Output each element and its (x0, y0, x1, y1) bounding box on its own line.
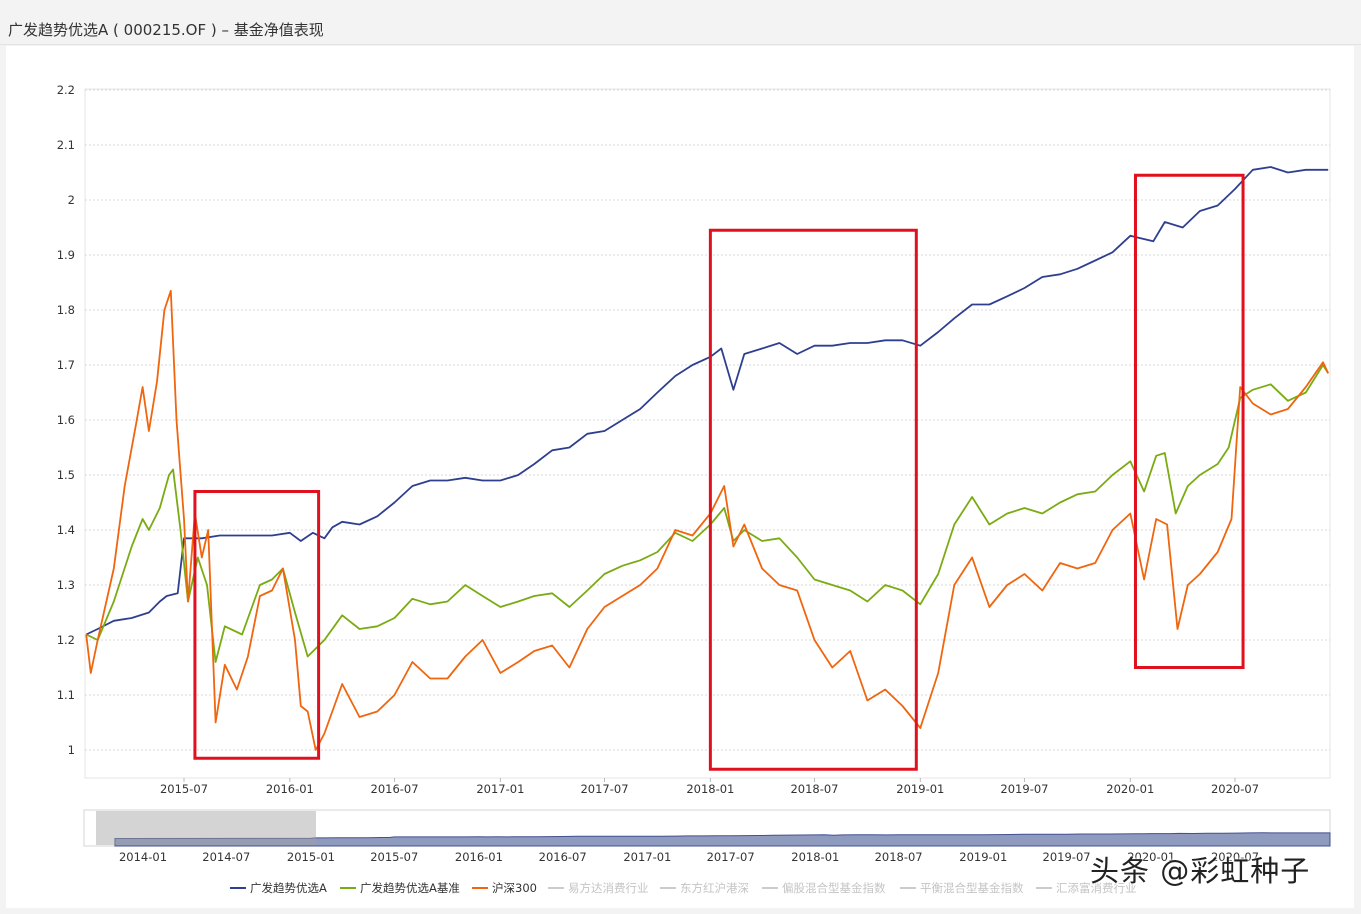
legend-item[interactable]: 平衡混合型基金指数 (900, 881, 1024, 895)
navigator-tick-label: 2014-07 (202, 850, 250, 864)
watermark: 头条 @彩虹种子 (1090, 854, 1311, 888)
legend-label: 偏股混合型基金指数 (782, 881, 886, 895)
highlight-boxes (193, 173, 1245, 771)
series-line-1 (85, 364, 1329, 663)
legend-item[interactable]: 偏股混合型基金指数 (762, 881, 886, 895)
y-tick-label: 1.8 (57, 303, 75, 317)
navigator-unselected-range[interactable] (96, 811, 317, 845)
plot-area (84, 88, 1331, 779)
series-line-0 (85, 166, 1329, 636)
x-tick-label: 2018-07 (790, 782, 838, 796)
grid-lines (84, 88, 1331, 782)
navigator-tick-label: 2017-07 (707, 850, 755, 864)
x-tick-label: 2015-07 (160, 782, 208, 796)
axis-labels: 2.2 2.1 2 1.9 1.8 1.7 1.6 1.5 1.4 1.3 1.2 1.1 1 2015-… (57, 83, 1259, 796)
highlight-box (708, 228, 918, 771)
legend-item[interactable]: 广发趋势优选A (230, 881, 327, 895)
legend-label: 沪深300 (492, 881, 537, 895)
legend-label: 易方达消费行业 (568, 881, 649, 895)
x-tick-label: 2019-07 (1000, 782, 1048, 796)
navigator-tick-label: 2017-01 (623, 850, 671, 864)
legend-label: 平衡混合型基金指数 (920, 881, 1024, 895)
x-tick-label: 2018-01 (686, 782, 734, 796)
y-tick-label: 1.4 (57, 523, 75, 537)
x-tick-label: 2020-01 (1106, 782, 1154, 796)
x-tick-label: 2016-07 (371, 782, 419, 796)
navigator-tick-label: 2015-01 (287, 850, 335, 864)
navigator-tick-label: 2014-01 (119, 850, 167, 864)
navigator-tick-label: 2020-01 (1127, 850, 1175, 864)
navigator-tick-label: 2015-07 (370, 850, 418, 864)
legend-item[interactable]: 汇添富消费行业 (1036, 881, 1137, 895)
y-tick-label: 1.2 (57, 633, 75, 647)
legend-label: 东方红沪港深 (680, 881, 749, 895)
navigator-area (114, 832, 1331, 847)
legend-label: 汇添富消费行业 (1056, 881, 1137, 895)
navigator-tick-label: 2019-07 (1043, 850, 1091, 864)
y-tick-label: 2.2 (57, 83, 75, 97)
series-line-2 (85, 289, 1330, 751)
x-tick-label: 2016-01 (266, 782, 314, 796)
y-tick-label: 1.1 (57, 688, 75, 702)
range-navigator[interactable]: 2014-01 2014-07 2015-01 2015-07 2016-01 2016-… (83, 809, 1331, 864)
x-tick-label: 2017-07 (580, 782, 628, 796)
page-title: 广发趋势优选A ( 000215.OF ) – 基金净值表现 (8, 21, 324, 39)
x-tick-label: 2017-01 (476, 782, 524, 796)
highlight-box (193, 490, 321, 760)
chart-panel (6, 46, 1354, 908)
header-bar: 广发趋势优选A ( 000215.OF ) – 基金净值表现 (0, 0, 1361, 45)
y-tick-label: 1.7 (57, 358, 75, 372)
legend-item[interactable]: 广发趋势优选A基准 (340, 881, 460, 895)
y-tick-label: 1.9 (57, 248, 75, 262)
navigator-tick-label: 2016-07 (539, 850, 587, 864)
highlight-box (1133, 173, 1245, 669)
navigator-tick-label: 2020-07 (1211, 850, 1259, 864)
x-tick-label: 2019-01 (896, 782, 944, 796)
legend: 广发趋势优选A 广发趋势优选A基准 沪深300 易方达消费行业 东方红沪港深 偏股混合型基… (230, 881, 1137, 895)
legend-label: 广发趋势优选A基准 (360, 881, 460, 895)
navigator-tick-label: 2018-07 (875, 850, 923, 864)
y-tick-label: 2 (68, 193, 75, 207)
y-tick-label: 1.5 (57, 468, 75, 482)
y-tick-label: 2.1 (57, 138, 75, 152)
legend-item[interactable]: 易方达消费行业 (548, 881, 649, 895)
navigator-tick-label: 2019-01 (959, 850, 1007, 864)
x-tick-label: 2020-07 (1211, 782, 1259, 796)
legend-label: 广发趋势优选A (250, 881, 327, 895)
navigator-tick-label: 2018-01 (791, 850, 839, 864)
series-lines (85, 166, 1330, 751)
legend-item[interactable]: 东方红沪港深 (660, 881, 749, 895)
y-tick-label: 1 (68, 743, 75, 757)
y-tick-label: 1.6 (57, 413, 75, 427)
legend-item[interactable]: 沪深300 (472, 881, 537, 895)
navigator-tick-label: 2016-01 (455, 850, 503, 864)
y-tick-label: 1.3 (57, 578, 75, 592)
